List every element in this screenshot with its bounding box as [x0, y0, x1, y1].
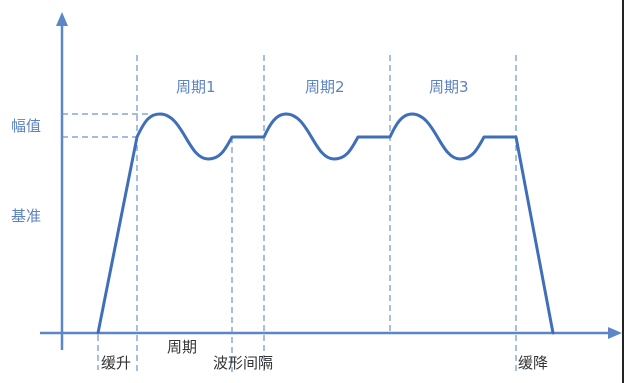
amplitude-label: 幅值	[11, 117, 41, 135]
baseline-label: 基准	[11, 207, 41, 225]
waveform-line	[96, 112, 555, 335]
ramp-up-label: 缓升	[101, 354, 131, 372]
period-1-label: 周期1	[176, 78, 216, 96]
x-axis-arrow-icon	[608, 327, 622, 339]
waveform-interval-label: 波形间隔	[213, 354, 273, 372]
y-axis-arrow-icon	[56, 12, 68, 26]
ramp-down-label: 缓降	[518, 354, 548, 372]
period-2-label: 周期2	[305, 78, 345, 96]
period-label: 周期	[167, 338, 197, 356]
period-3-label: 周期3	[429, 78, 469, 96]
